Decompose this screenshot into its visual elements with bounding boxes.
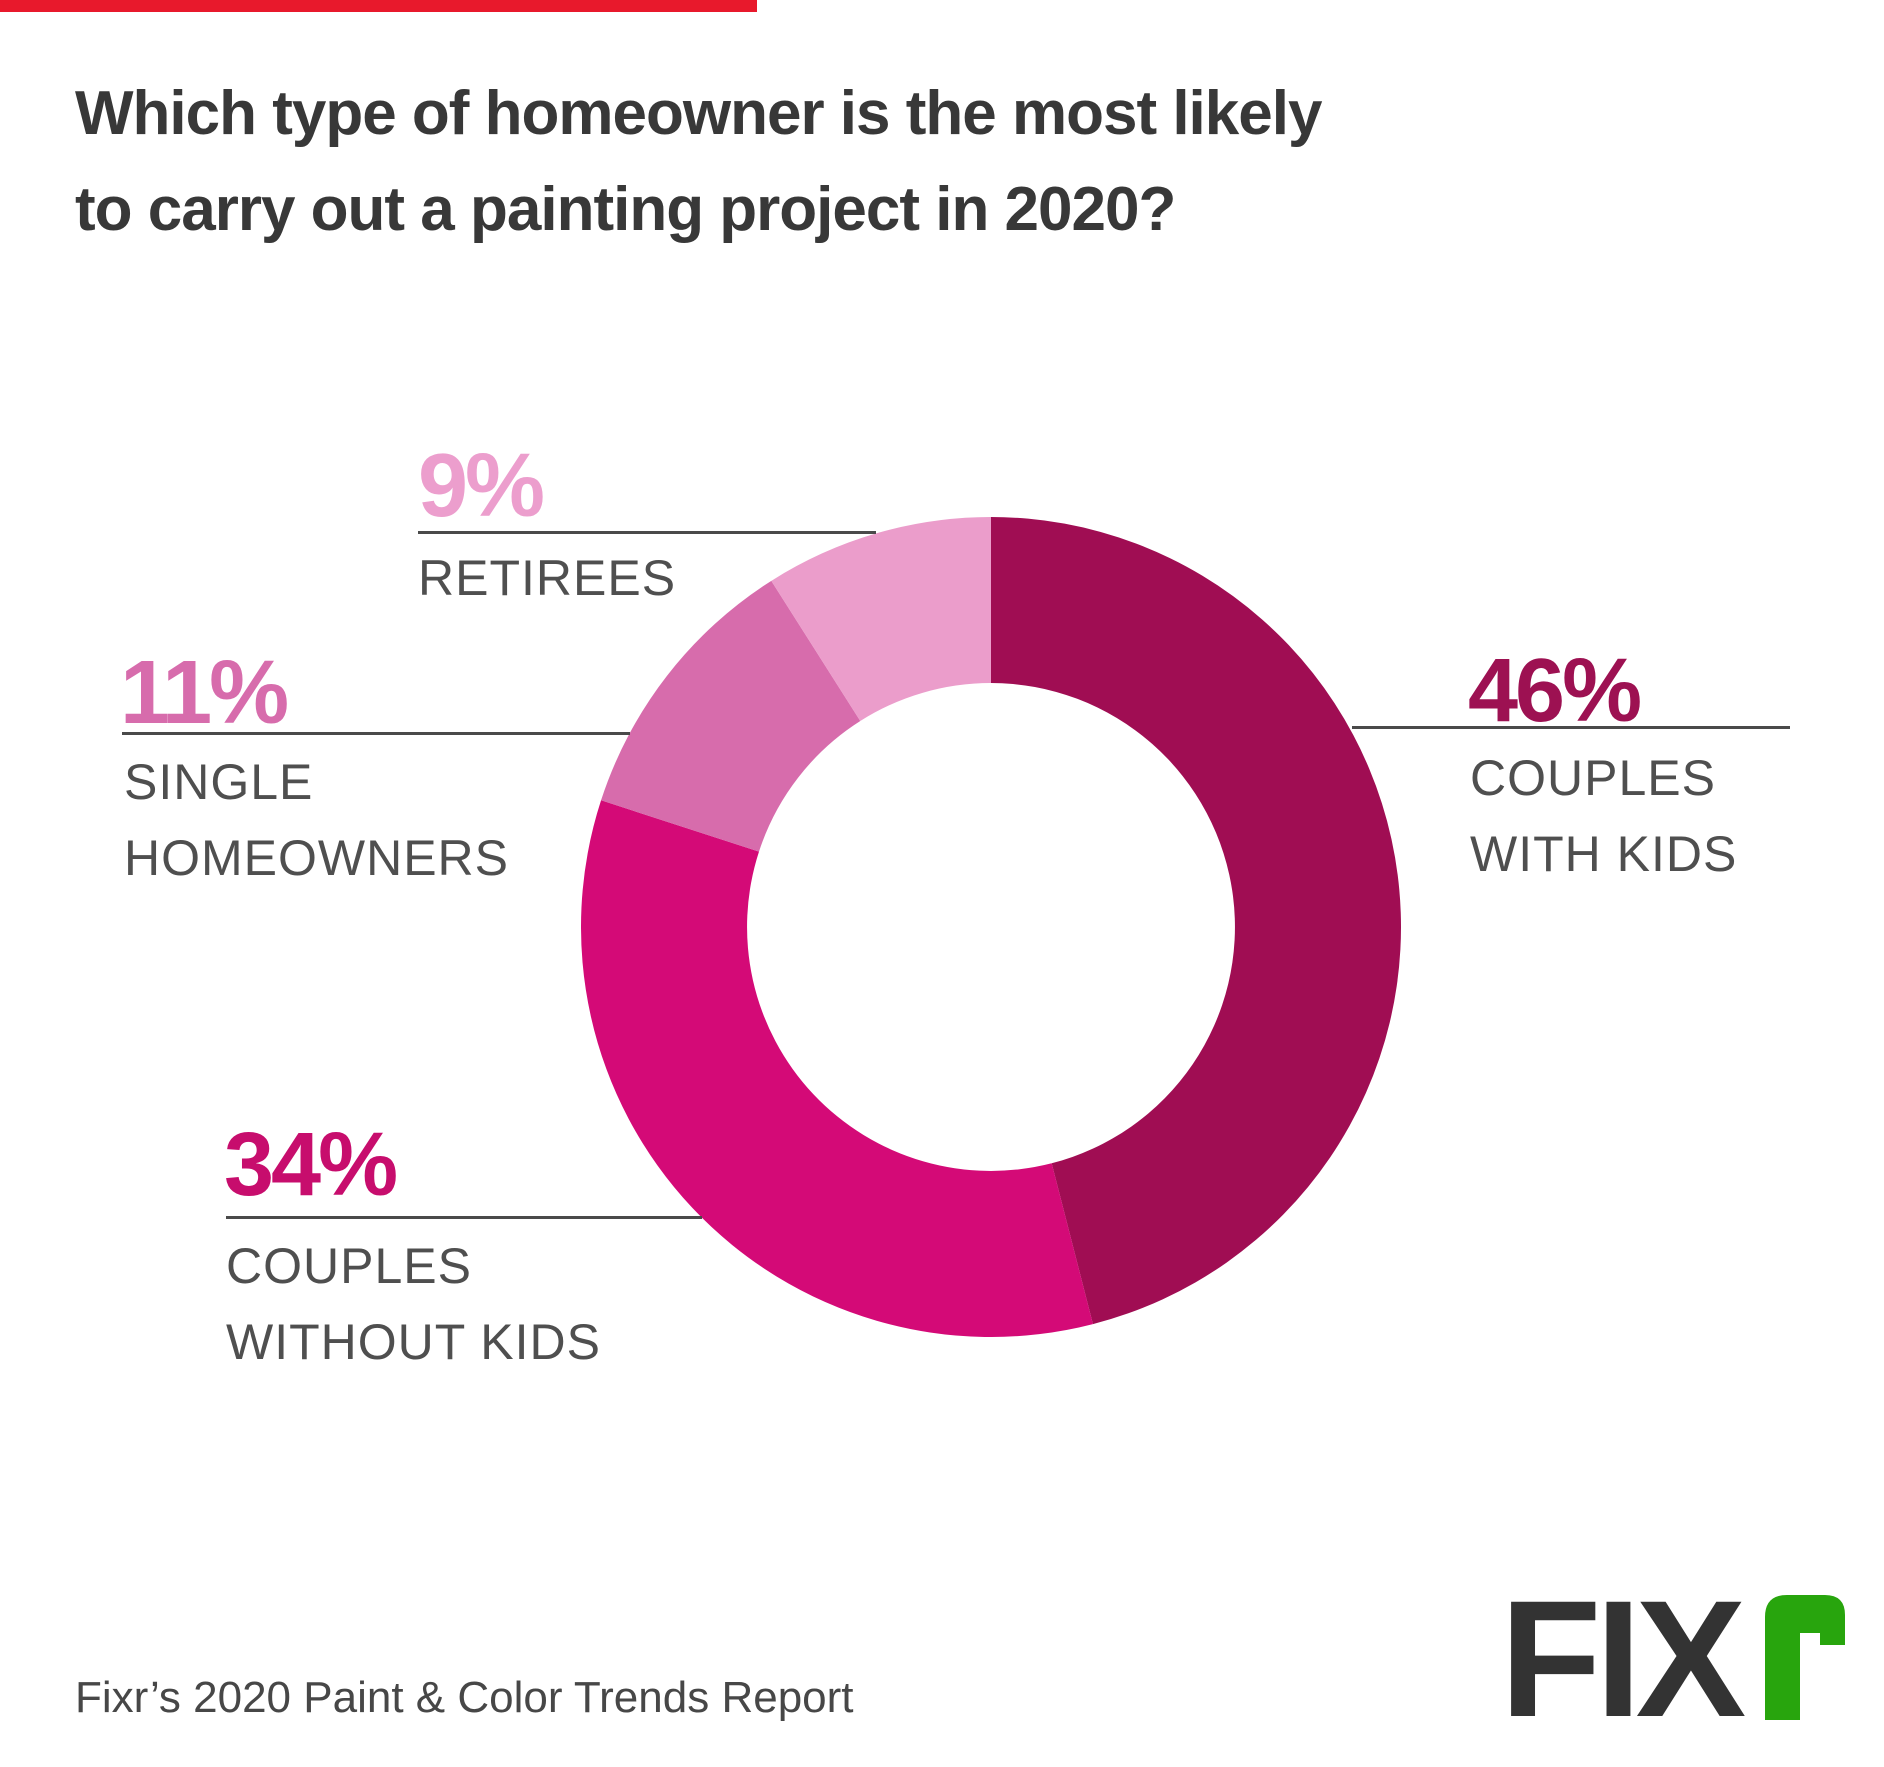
donut-segment-single-homeowners (601, 580, 861, 852)
percent-label-single-homeowners: 11% (120, 643, 289, 743)
category-label-line: HOMEOWNERS (124, 830, 509, 886)
fixr-logo: FIX (1500, 1594, 1845, 1721)
percent-label-couples-without-kids: 34% (224, 1115, 398, 1215)
leader-line-retirees (418, 531, 876, 534)
category-label-line: SINGLE (124, 754, 314, 810)
category-label-single-homeowners: SINGLE HOMEOWNERS (124, 744, 509, 896)
donut-segment-couples-with-kids (991, 517, 1401, 1325)
category-label-couples-with-kids: COUPLES WITH KIDS (1470, 740, 1737, 892)
leader-line-single-homeowners (122, 732, 630, 735)
donut-segment-retirees (771, 517, 991, 722)
percent-label-retirees: 9% (418, 436, 545, 536)
category-label-line: WITH KIDS (1470, 826, 1738, 882)
leader-line-couples-without-kids (226, 1216, 702, 1219)
chart-title: Which type of homeowner is the most like… (75, 66, 1322, 258)
leader-line-couples-with-kids (1352, 726, 1790, 729)
fixr-logo-r-icon (1765, 1595, 1845, 1720)
source-caption: Fixr’s 2020 Paint & Color Trends Report (75, 1673, 854, 1722)
category-label-line: WITHOUT KIDS (226, 1314, 601, 1370)
category-label-couples-without-kids: COUPLES WITHOUT KIDS (226, 1228, 601, 1380)
chart-title-line2: to carry out a painting project in 2020? (75, 175, 1176, 244)
top-accent-bar (0, 0, 757, 12)
category-label-line: COUPLES (1470, 750, 1716, 806)
donut-chart (581, 517, 1401, 1337)
donut-segment-couples-without-kids (581, 800, 1093, 1337)
fixr-logo-text: FIX (1500, 1594, 1746, 1721)
category-label-line: COUPLES (226, 1238, 472, 1294)
category-label-retirees: RETIREES (418, 540, 676, 616)
chart-title-line1: Which type of homeowner is the most like… (75, 79, 1322, 148)
percent-label-couples-with-kids: 46% (1468, 641, 1642, 741)
category-label-line: RETIREES (418, 550, 677, 606)
